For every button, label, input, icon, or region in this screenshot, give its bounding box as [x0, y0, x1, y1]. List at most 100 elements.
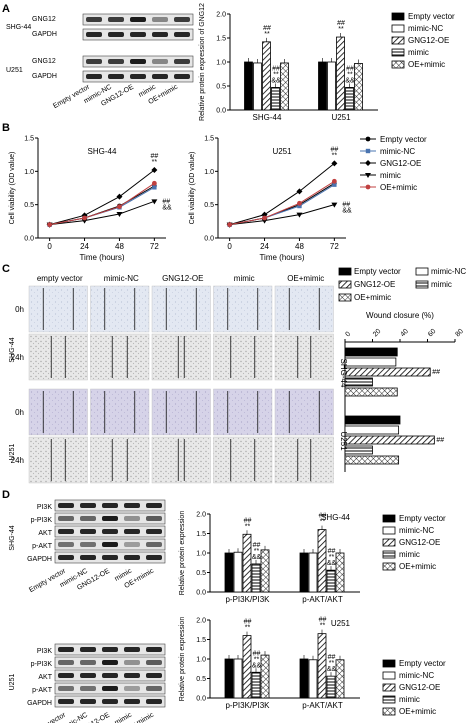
legend-swatch — [382, 671, 396, 680]
bar — [344, 367, 431, 377]
legend-label: mimic — [431, 280, 452, 289]
chart-d-u251: 0.00.51.01.52.0 ##**##**&&p-PI3K/PI3K##**… — [179, 617, 360, 710]
legend-swatch — [391, 36, 405, 45]
sig-mark-oe: ** — [320, 623, 326, 630]
sig-mark-oe: ** — [320, 519, 326, 526]
legend-b: Empty vector mimic-NC GNG12-OE mimic OE+mimi… — [360, 135, 427, 192]
line-point — [365, 136, 371, 142]
protein-band — [80, 673, 96, 678]
y-tick-label: 2.0 — [196, 618, 206, 625]
x-axis-label: Time (hours) — [79, 253, 124, 262]
y-tick-label: 0.0 — [196, 590, 206, 597]
sig-mark: ## — [436, 437, 444, 444]
panel-label-c: C — [2, 263, 10, 275]
legend-label: mimic — [408, 48, 429, 57]
wound-column-label: OE+mimic — [287, 274, 324, 283]
gapdh-band — [130, 74, 146, 79]
protein-band — [58, 542, 74, 547]
gng12-band — [130, 17, 146, 22]
x-tick-label: U251 — [331, 113, 351, 122]
line-point — [297, 200, 302, 206]
wound-column-label: mimic-NC — [104, 274, 139, 283]
bar — [242, 533, 252, 593]
protein-band — [58, 686, 74, 691]
panel-c-wound-images: empty vector mimic-NC GNG12-OE mimic OE+mimi… — [9, 274, 334, 484]
protein-band — [102, 555, 118, 560]
sig-mark-oe: ## — [263, 25, 271, 32]
bar — [242, 635, 252, 699]
wound-image — [28, 333, 88, 381]
series-line — [229, 180, 335, 226]
bar — [327, 61, 336, 111]
y-tick-label: 1.0 — [196, 657, 206, 664]
y-axis-label: Relative protein expression of GNG12 — [199, 3, 206, 121]
y-tick-label: 0.5 — [24, 202, 34, 209]
bar — [260, 549, 270, 593]
legend-swatch — [415, 267, 429, 276]
line-point — [365, 173, 371, 178]
gng12-band — [108, 59, 124, 64]
protein-band — [102, 686, 118, 691]
line-point — [296, 212, 303, 218]
line-point — [152, 185, 157, 190]
gapdh-band — [174, 32, 190, 37]
sig-mark-mimic: ## — [272, 65, 280, 72]
line-point — [151, 199, 158, 205]
bar — [326, 675, 336, 699]
panel-label-d: D — [2, 489, 10, 501]
x-tick-label: 80 — [454, 328, 465, 339]
line-point — [261, 218, 268, 224]
gng12-band — [130, 59, 146, 64]
wound-image — [213, 285, 273, 333]
y-tick-label: 1.0 — [24, 169, 34, 176]
legend-swatch — [382, 659, 396, 668]
blot-bands-a — [86, 17, 190, 79]
legend-swatch — [382, 526, 396, 535]
sig-mark-oe: ** — [264, 31, 270, 38]
y-tick-label: 1.5 — [24, 136, 34, 143]
protein-band — [102, 529, 118, 534]
wound-image — [90, 285, 150, 333]
protein-band — [58, 555, 74, 560]
legend-label: Empty vector — [408, 12, 455, 21]
gng12-band — [174, 17, 190, 22]
y-tick-label: 0.5 — [216, 84, 226, 91]
sig-mark-mimic: ** — [254, 656, 260, 663]
wound-image — [274, 436, 334, 484]
category-label: U251 — [339, 431, 348, 451]
legend-d-shg44: Empty vector mimic-NC GNG12-OE mimic OE+mimi… — [382, 514, 446, 571]
bar — [318, 61, 327, 111]
sig-mark: ## — [330, 146, 338, 153]
sig-mark-oe: ** — [338, 26, 344, 33]
x-tick-label: 40 — [399, 328, 410, 339]
sig-mark-mimic: ## — [253, 542, 261, 549]
y-tick-label: 0.0 — [24, 236, 34, 243]
x-tick-label: 48 — [295, 242, 304, 251]
bar — [344, 347, 398, 357]
y-tick-label: 0.5 — [196, 676, 206, 683]
bar — [344, 357, 397, 367]
x-tick-label: 72 — [330, 242, 339, 251]
lane-label: mimic — [114, 711, 134, 723]
legend-d-u251: Empty vector mimic-NC GNG12-OE mimic OE+mimi… — [382, 659, 446, 716]
sig-mark: && — [342, 208, 352, 215]
wound-image — [90, 333, 150, 381]
legend-label: OE+mimic — [399, 562, 436, 571]
legend-swatch — [382, 514, 396, 523]
x-tick-label: 60 — [427, 328, 438, 339]
y-tick-label: 2.0 — [196, 512, 206, 519]
x-tick-label: 24 — [260, 242, 269, 251]
protein-band — [58, 673, 74, 678]
y-tick-label: 1.5 — [196, 637, 206, 644]
line-point — [365, 160, 371, 166]
bar — [344, 377, 373, 387]
legend-label: mimic-NC — [399, 526, 434, 535]
protein-band — [80, 542, 96, 547]
wound-image — [151, 388, 211, 436]
sig-mark-mimic: && — [345, 77, 355, 84]
bar — [345, 87, 354, 111]
y-tick-label: 1.0 — [216, 60, 226, 67]
line-point — [47, 222, 53, 228]
bar — [344, 415, 401, 425]
